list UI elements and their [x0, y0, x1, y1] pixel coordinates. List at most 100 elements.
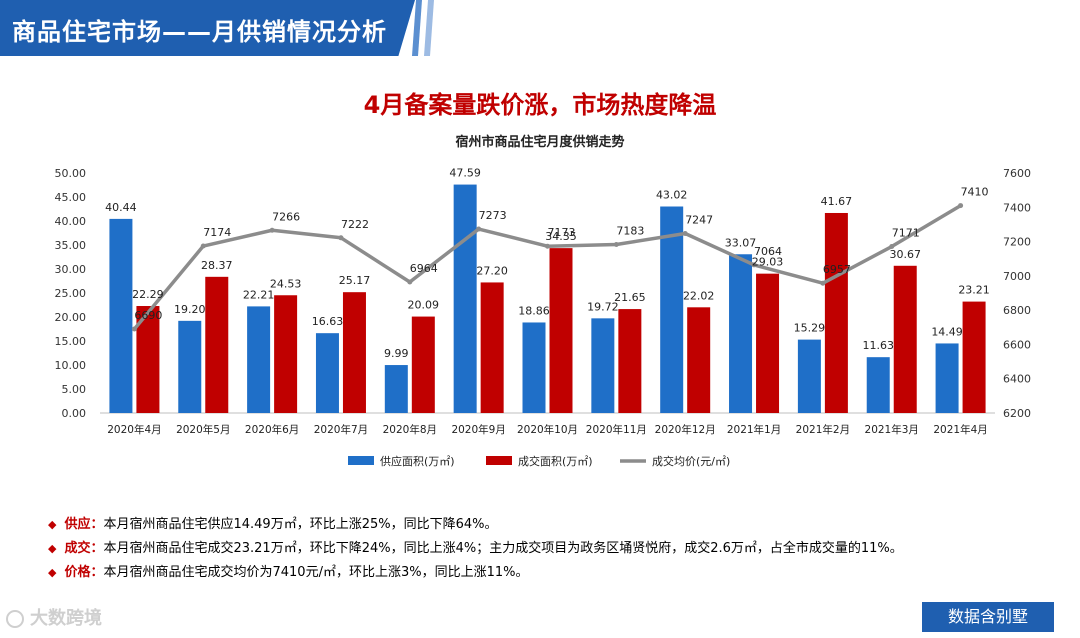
price-point	[131, 326, 137, 332]
data-label-supply: 15.29	[794, 322, 826, 335]
data-label-sales: 28.37	[201, 259, 233, 272]
logo-icon	[6, 610, 24, 628]
y-left-tick-label: 50.00	[55, 167, 87, 180]
summary-item-price: ◆ 价格：本月宿州商品住宅成交均价为7410元/㎡，环比上涨3%，同比上涨11%。	[48, 561, 903, 585]
data-label-price: 6964	[410, 262, 438, 275]
data-label-sales: 22.02	[683, 289, 715, 302]
legend-label: 成交面积(万㎡)	[518, 454, 593, 468]
data-label-supply: 19.72	[587, 300, 619, 313]
header-stripe	[424, 0, 434, 56]
y-right-tick-label: 7400	[1003, 201, 1031, 214]
bar-supply	[109, 218, 133, 413]
bar-supply	[522, 322, 546, 413]
summary-item-supply: ◆ 供应：本月宿州商品住宅供应14.49万㎡，环比上涨25%，同比下降64%。	[48, 513, 903, 537]
chart-title: 宿州市商品住宅月度供销走势	[455, 134, 624, 150]
bar-sales	[618, 309, 642, 413]
bar-sales	[342, 292, 366, 413]
data-label-supply: 9.99	[384, 347, 409, 360]
data-label-sales: 34.35	[545, 230, 577, 243]
chart: 宿州市商品住宅月度供销走势 0.00 5.00 10.00 15.00 20.00 25.…	[55, 134, 1032, 468]
x-tick-label: 2020年10月	[517, 423, 578, 436]
y-left-tick-label: 25.00	[55, 287, 87, 300]
bar-supply	[384, 365, 408, 413]
data-label-sales: 23.21	[958, 284, 990, 297]
bar-sales	[274, 295, 298, 413]
data-label-price: 7410	[961, 186, 989, 199]
data-label-price: 7173	[548, 226, 576, 239]
summary-list: ◆ 供应：本月宿州商品住宅供应14.49万㎡，环比上涨25%，同比下降64%。 ◆…	[48, 513, 903, 585]
legend-swatch	[348, 456, 374, 465]
data-label-supply: 16.63	[312, 315, 344, 328]
price-point	[958, 203, 964, 209]
bar-supply	[453, 184, 477, 413]
chart-labels: 40.44 19.20 22.21 16.63 9.99 47.59 18.86 19.72 4…	[105, 167, 990, 360]
summary-text: 本月宿州商品住宅供应14.49万㎡，环比上涨25%，同比下降64%。	[103, 517, 498, 532]
diamond-icon: ◆	[48, 542, 57, 555]
data-label-sales: 22.29	[132, 288, 164, 301]
data-label-sales: 30.67	[889, 248, 921, 261]
x-tick-label: 2021年1月	[727, 423, 781, 436]
y-right-tick-label: 7600	[1003, 167, 1031, 180]
bar-supply	[178, 320, 202, 413]
data-label-price: 6690	[134, 309, 162, 322]
x-tick-label: 2020年5月	[176, 423, 230, 436]
data-label-sales: 20.09	[408, 299, 440, 312]
x-tick-label: 2020年4月	[107, 423, 161, 436]
price-point	[545, 243, 550, 249]
data-label-sales: 29.03	[752, 256, 784, 269]
chart-price-line	[131, 203, 964, 332]
bar-supply	[935, 343, 959, 413]
data-label-supply: 11.63	[862, 339, 894, 352]
y-left-tick-label: 45.00	[55, 191, 87, 204]
price-point	[407, 279, 413, 285]
title-banner	[0, 0, 415, 56]
data-label-sales: 24.53	[270, 277, 302, 290]
bar-sales	[549, 248, 573, 413]
price-point	[200, 243, 206, 249]
y-left-tick-label: 15.00	[55, 335, 87, 348]
x-tick-label: 2020年7月	[314, 423, 368, 436]
chart-legend: 供应面积(万㎡) 成交面积(万㎡) 成交均价(元/㎡)	[348, 454, 730, 468]
data-label-price: 7064	[754, 245, 782, 258]
bar-supply	[797, 339, 821, 413]
footer-logo: 大数跨境	[6, 604, 102, 630]
header-stripe	[412, 0, 422, 56]
data-label-supply: 14.49	[931, 325, 963, 338]
data-label-sales: 25.17	[339, 274, 371, 287]
diamond-icon: ◆	[48, 566, 57, 579]
data-label-price: 7247	[685, 214, 713, 227]
bar-sales	[824, 212, 848, 413]
page-title: 商品住宅市场——月供销情况分析	[12, 18, 387, 46]
summary-text: 本月宿州商品住宅成交23.21万㎡，环比下降24%，同比上涨4%；主力成交项目为…	[103, 541, 903, 556]
price-point	[682, 231, 688, 237]
bar-sales	[411, 316, 435, 413]
y-left-tick-label: 30.00	[55, 263, 87, 276]
y-left-tick-label: 40.00	[55, 215, 87, 228]
x-tick-label: 2021年3月	[865, 423, 919, 436]
x-tick-label: 2020年8月	[383, 423, 437, 436]
bar-supply	[729, 254, 753, 413]
legend-label: 供应面积(万㎡)	[380, 454, 455, 468]
data-label-supply: 22.21	[243, 288, 275, 301]
bar-sales	[756, 273, 780, 413]
bar-sales	[962, 301, 986, 413]
summary-text: 本月宿州商品住宅成交均价为7410元/㎡，环比上涨3%，同比上涨11%。	[103, 565, 529, 580]
bar-sales	[687, 307, 711, 413]
price-point	[751, 262, 757, 268]
data-label-price: 7183	[616, 224, 644, 237]
y-left-tick-label: 0.00	[62, 407, 87, 420]
data-label-supply: 43.02	[656, 189, 688, 202]
x-tick-label: 2020年6月	[245, 423, 299, 436]
x-tick-label: 2020年12月	[655, 423, 716, 436]
y-right-tick-label: 6600	[1003, 338, 1031, 351]
data-label-supply: 47.59	[449, 167, 481, 180]
y-right-tick-label: 6200	[1003, 407, 1031, 420]
x-tick-label: 2020年9月	[451, 423, 505, 436]
data-label-price: 7273	[479, 209, 507, 222]
data-label-sales: 27.20	[476, 264, 508, 277]
bar-supply	[866, 357, 890, 413]
price-point	[613, 241, 619, 247]
price-point	[820, 280, 826, 286]
x-tick-label: 2020年11月	[586, 423, 647, 436]
bar-sales	[893, 265, 917, 413]
